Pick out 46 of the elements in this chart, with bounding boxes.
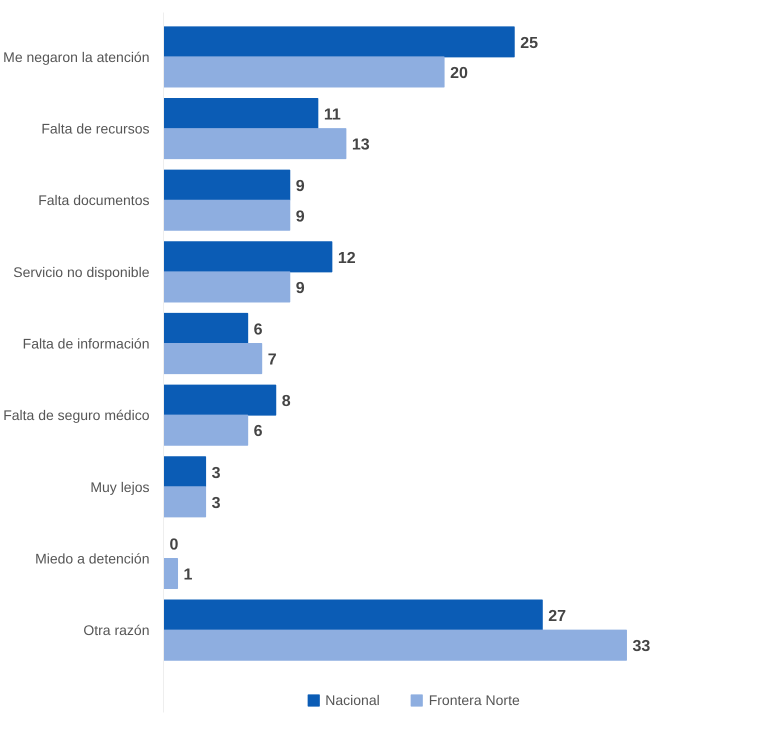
data-label: 20 [450,64,468,82]
y-tick-label: Falta de información [22,336,150,352]
bar [164,558,178,590]
y-tick-label: Servicio no disponible [13,264,150,280]
bar [164,384,276,416]
bar [164,128,346,160]
bar [164,630,627,661]
bar [164,456,206,488]
data-label: 27 [548,608,566,626]
y-tick-label: Miedo a detención [35,550,150,566]
data-label: 3 [212,494,221,512]
bar [164,271,290,302]
y-tick-label: Muy lejos [90,478,150,495]
legend-label: Nacional [325,692,380,708]
data-label: 7 [268,352,277,369]
bar [164,600,543,631]
bar [164,486,206,518]
bar [164,312,248,344]
data-label: 8 [282,393,291,410]
bar [164,56,445,88]
data-label: 9 [296,178,305,196]
data-label: 12 [338,250,356,267]
y-tick-label: Me negaron la atención [3,48,150,65]
y-tick-label: Falta de seguro médico [3,407,150,424]
bar [164,414,248,446]
bar [164,98,318,130]
legend-label: Frontera Norte [428,692,520,708]
data-label: 0 [170,536,178,554]
bar [164,26,515,58]
data-label: 9 [296,208,305,226]
data-label: 6 [254,423,263,440]
data-label: 11 [324,106,341,124]
data-label: 33 [632,638,650,656]
data-label: 9 [296,280,305,297]
data-label: 3 [212,464,221,482]
data-label: 6 [254,321,263,338]
data-label: 13 [352,136,370,154]
bar [164,343,262,374]
y-tick-label: Falta documentos [38,192,150,208]
y-tick-label: Falta de recursos [41,120,150,137]
data-label: 1 [184,566,193,584]
bar [164,200,290,231]
bar [164,241,332,272]
y-tick-label: Otra razón [83,622,150,638]
data-label: 25 [520,34,538,52]
bar [164,170,290,201]
